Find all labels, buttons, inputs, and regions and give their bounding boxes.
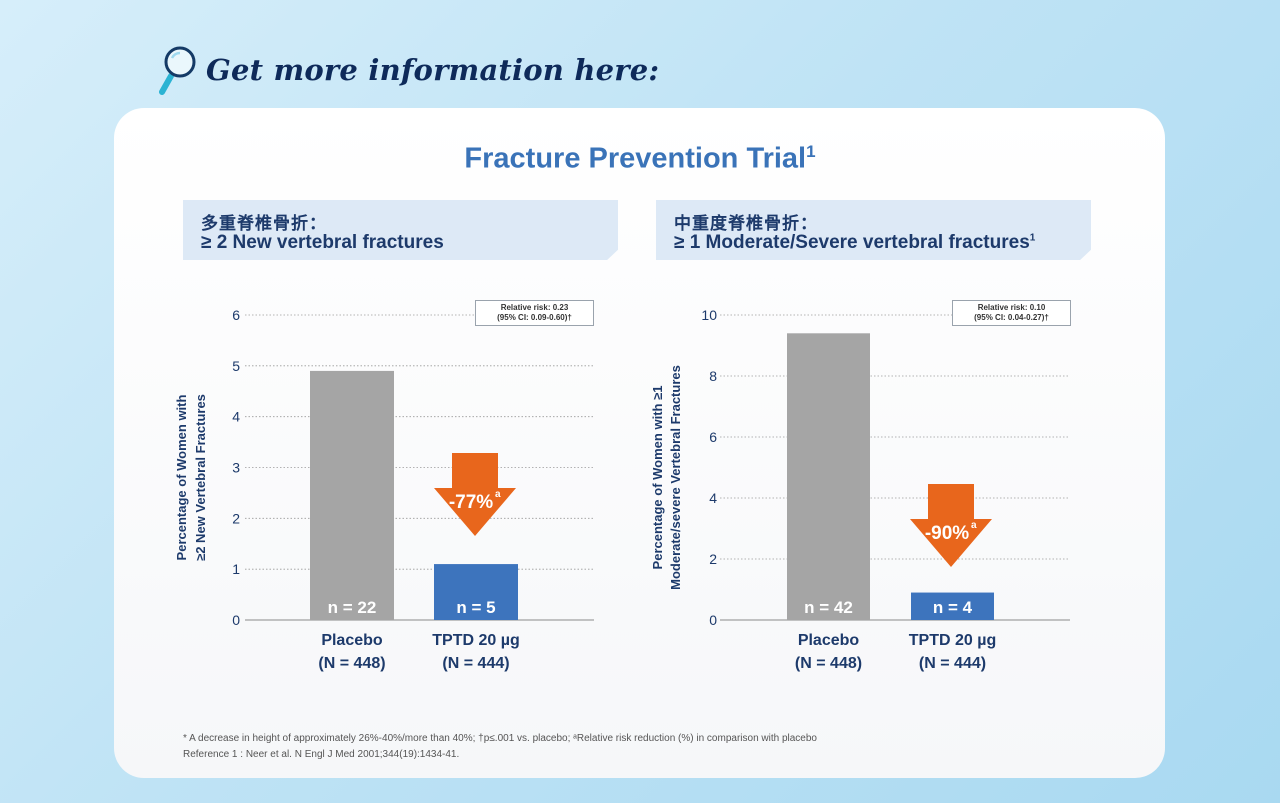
- panel-1-y-tick-label: 0: [232, 612, 240, 628]
- panel-2-y-tick-label: 4: [709, 490, 717, 506]
- panel-1-y-tick-label: 1: [232, 561, 240, 577]
- panel-2-category-label-line1: Placebo: [798, 632, 860, 649]
- panel-1-subtitle: 多重脊椎骨折： ≥ 2 New vertebral fractures: [183, 200, 618, 260]
- panel-2-relative-risk-line2: (95% CI: 0.04-0.27)†: [974, 313, 1049, 322]
- footnote: * A decrease in height of approximately …: [183, 733, 817, 744]
- panel-1-subtitle-en-text: ≥ 2 New vertebral fractures: [201, 232, 444, 253]
- panel-2-relative-risk-line1: Relative risk: 0.10: [977, 303, 1046, 312]
- panel-1-down-arrow-icon: [434, 453, 516, 536]
- panel-2-subtitle-en-text: ≥ 1 Moderate/Severe vertebral fractures: [674, 232, 1030, 253]
- panel-2-y-axis-label-line1: Percentage of Women with ≥1: [650, 386, 665, 570]
- panel-2-subtitle-en: ≥ 1 Moderate/Severe vertebral fractures1: [674, 232, 1035, 254]
- panel-1-bar-tptd: [434, 564, 518, 620]
- panel-1-category-label-line1: TPTD 20 µg: [432, 632, 519, 649]
- panel-2-relative-risk: Relative risk: 0.10 (95% CI: 0.04-0.27)†: [952, 300, 1071, 326]
- panel-1-bar-n-label: n = 22: [328, 598, 377, 617]
- panel-2-category-label-line1: TPTD 20 µg: [909, 632, 996, 649]
- panel-2-y-tick-label: 10: [701, 307, 717, 323]
- panel-2-y-tick-label: 0: [709, 612, 717, 628]
- panel-2-subtitle: 中重度脊椎骨折： ≥ 1 Moderate/Severe vertebral f…: [656, 200, 1091, 260]
- panel-2-y-tick-label: 6: [709, 429, 717, 445]
- panel-2-y-tick-label: 2: [709, 551, 717, 567]
- panel-1-category-label-line1: Placebo: [321, 632, 383, 649]
- panel-1-subtitle-en: ≥ 2 New vertebral fractures: [201, 232, 444, 254]
- panel-2-bar-placebo: [787, 333, 870, 620]
- panel-1-reduction-sup: a: [495, 489, 501, 500]
- panel-2-reduction-sup: a: [971, 520, 977, 531]
- panel-2-y-tick-label: 8: [709, 368, 717, 384]
- panel-2-bar-n-label: n = 42: [804, 598, 853, 617]
- header: Get more information here:: [158, 42, 659, 98]
- panel-2-bar-n-label: n = 4: [933, 598, 973, 617]
- panel-2-subtitle-en-sup: 1: [1029, 232, 1036, 244]
- panel-1-y-axis-label-line2: ≥2 New Vertebral Fractures: [193, 394, 208, 561]
- panel-1-category-label-line2: (N = 444): [442, 655, 509, 672]
- chart-title: Fracture Prevention Trial1: [0, 142, 1280, 176]
- panel-1-y-axis-label-line1: Percentage of Women with: [174, 394, 189, 560]
- panel-1-y-tick-label: 3: [232, 460, 240, 476]
- panel-1-relative-risk: Relative risk: 0.23 (95% CI: 0.09-0.60)†: [475, 300, 594, 326]
- magnifier-icon: [159, 46, 196, 95]
- panel-1-category-label-line2: (N = 448): [318, 655, 385, 672]
- panel-2-bar-tptd: [911, 592, 994, 620]
- panel-1-bar-placebo: [310, 370, 394, 620]
- panel-2-y-axis-label-line2: Moderate/severe Vertebral Fractures: [668, 365, 683, 590]
- panel-2-down-arrow-icon: [910, 484, 992, 567]
- reference: Reference 1 : Neer et al. N Engl J Med 2…: [183, 749, 460, 760]
- panel-1-subtitle-zh: 多重脊椎骨折：: [201, 214, 327, 233]
- panel-1-reduction-label: -77%: [449, 492, 493, 513]
- title-sup: 1: [806, 142, 816, 161]
- panel-1-relative-risk-line1: Relative risk: 0.23: [500, 303, 569, 312]
- panel-2-reduction-label: -90%: [925, 523, 969, 544]
- panel-1-y-tick-label: 2: [232, 510, 240, 526]
- panel-1-y-tick-label: 5: [232, 358, 240, 374]
- header-title: Get more information here:: [206, 53, 660, 87]
- panel-2-category-label-line2: (N = 448): [795, 655, 862, 672]
- title-text: Fracture Prevention Trial: [464, 142, 807, 175]
- panel-1-bar-n-label: n = 5: [456, 598, 495, 617]
- panel-2-category-label-line2: (N = 444): [919, 655, 986, 672]
- panel-2-subtitle-zh: 中重度脊椎骨折：: [674, 214, 818, 233]
- panel-1-relative-risk-line2: (95% CI: 0.09-0.60)†: [497, 313, 572, 322]
- panel-1-y-tick-label: 4: [232, 409, 240, 425]
- panel-1-y-tick-label: 6: [232, 307, 240, 323]
